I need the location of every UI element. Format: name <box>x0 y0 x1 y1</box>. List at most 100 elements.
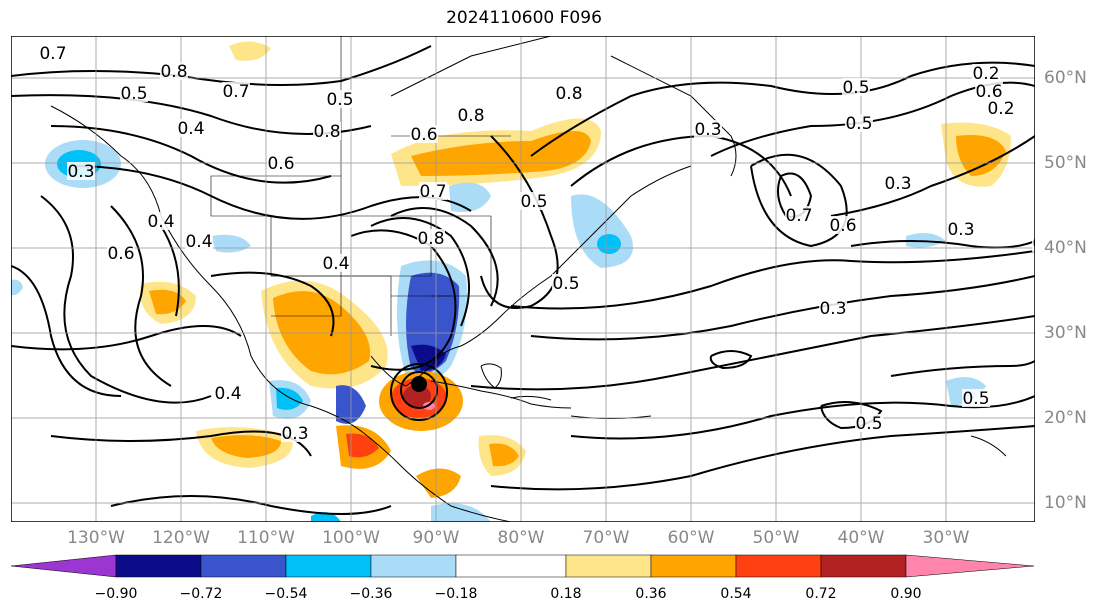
colorbar-segment <box>11 554 117 578</box>
contour-label: 0.2 <box>972 64 999 84</box>
contour-label: 0.7 <box>785 206 812 226</box>
contour-label: 0.3 <box>819 299 846 319</box>
contour-label-bg <box>520 192 548 210</box>
contour-label: 0.8 <box>417 229 444 249</box>
contour-label-bg <box>855 414 883 432</box>
contour-label: 0.5 <box>326 90 353 110</box>
latitude-label: 60°N <box>1044 68 1087 88</box>
colorbar-segment <box>200 554 287 578</box>
contour-label-bg <box>417 229 445 247</box>
contour-label: 0.5 <box>845 114 872 134</box>
contour-label-bg <box>819 299 847 317</box>
colorbar-segment <box>370 554 457 578</box>
colorbar-tick-label: 0.18 <box>550 586 582 602</box>
contour-label-bg <box>552 274 580 292</box>
latitude-label: 10°N <box>1044 493 1087 513</box>
contour-label: 0.7 <box>39 44 66 64</box>
anomaly-shading <box>11 41 1011 522</box>
contour-label: 0.6 <box>267 154 294 174</box>
longitude-label: 30°W <box>922 528 970 548</box>
colorbar-segment <box>115 554 202 578</box>
contour-label: 0.3 <box>67 162 94 182</box>
contour-label: 0.2 <box>987 99 1014 119</box>
contour-label-bg <box>842 78 870 96</box>
contour-label: 0.6 <box>975 82 1002 102</box>
contour-label-bg <box>177 119 205 137</box>
contour-label: 0.4 <box>214 384 241 404</box>
contour-label-bg <box>419 182 447 200</box>
colorbar-segment <box>905 554 1035 578</box>
contour-label: 0.7 <box>419 182 446 202</box>
contour-label-bg <box>326 90 354 108</box>
contour-label-bg <box>313 122 341 140</box>
contour-label-bg <box>785 206 813 224</box>
colorbar-segment <box>455 554 567 578</box>
longitude-label: 110°W <box>237 528 295 548</box>
contour-label-bg <box>214 384 242 402</box>
contour-label-bg <box>962 389 990 407</box>
contour-label: 0.4 <box>185 232 212 252</box>
contour-label: 0.8 <box>313 122 340 142</box>
contour-label-bg <box>947 220 975 238</box>
contour-label: 0.5 <box>552 274 579 294</box>
contour-label-bg <box>972 64 1000 82</box>
latitude-label: 20°N <box>1044 408 1087 428</box>
contour-label-bg <box>987 99 1015 117</box>
longitude-label: 90°W <box>412 528 460 548</box>
colorbar-segment <box>820 554 907 578</box>
contour-label-bg <box>845 114 873 132</box>
longitude-label: 120°W <box>152 528 210 548</box>
colorbar-segment <box>735 554 822 578</box>
contour-label: 0.8 <box>555 84 582 104</box>
contour-label: 0.6 <box>410 125 437 145</box>
colorbar-tick-label: −0.54 <box>264 586 308 602</box>
latitude-label: 30°N <box>1044 323 1087 343</box>
coastlines <box>50 36 1007 522</box>
colorbar-tick-label: 0.36 <box>635 586 667 602</box>
contour-label-bg <box>222 82 250 100</box>
contour-label-layer: 0.7 0.8 0.5 0.7 0.5 0.4 0.8 0.6 0.8 0.8 0.3 0.5 0.5 0… <box>39 44 1035 444</box>
forecast-map: 0.7 0.8 0.5 0.7 0.5 0.4 0.8 0.6 0.8 0.8 0.3 0.5 0.5 0… <box>11 36 1035 522</box>
contour-label-bg <box>975 82 1003 100</box>
contour-label-bg <box>120 84 148 102</box>
contour-label: 0.3 <box>694 120 721 140</box>
longitude-label: 40°W <box>837 528 885 548</box>
contour-label: 0.5 <box>520 192 547 212</box>
longitude-label: 80°W <box>497 528 545 548</box>
contour-label: 0.3 <box>884 174 911 194</box>
contour-label: 0.8 <box>457 106 484 126</box>
contour-label: 0.5 <box>1032 234 1035 254</box>
colorbar-tick-label: 0.90 <box>890 586 922 602</box>
contour-label-bg <box>267 154 295 172</box>
contour-label-bg <box>147 212 175 230</box>
contour-label-bg <box>1032 234 1035 252</box>
contour-label: 0.7 <box>222 82 249 102</box>
contour-label-bg <box>39 44 67 62</box>
lat-lon-grid <box>11 36 1035 522</box>
colorbar-tick-label: 0.54 <box>720 586 752 602</box>
contour-lines <box>11 45 1035 515</box>
contour-label: 0.6 <box>107 244 134 264</box>
colorbar-segment <box>565 554 652 578</box>
longitude-label: 130°W <box>67 528 125 548</box>
longitude-label: 100°W <box>322 528 380 548</box>
contour-label-bg <box>185 232 213 250</box>
colorbar-tick-label: −0.36 <box>349 586 393 602</box>
contour-label: 0.4 <box>322 254 349 274</box>
colorbar-tick-label: −0.90 <box>94 586 138 602</box>
contour-label-bg <box>694 120 722 138</box>
contour-label: 0.8 <box>160 62 187 82</box>
colorbar-tick-label: 0.72 <box>805 586 837 602</box>
contour-label: 0.5 <box>842 78 869 98</box>
colorbar-tick-label: −0.18 <box>434 586 478 602</box>
contour-label-bg <box>555 84 583 102</box>
contour-label-bg <box>281 424 309 442</box>
contour-label-bg <box>829 216 857 234</box>
contour-label-bg <box>67 162 95 180</box>
contour-label: 0.4 <box>177 119 204 139</box>
contour-label: 0.5 <box>855 414 882 434</box>
contour-label-bg <box>884 174 912 192</box>
contour-label-bg <box>410 125 438 143</box>
contour-label: 0.3 <box>281 424 308 444</box>
colorbar-tick-label: −0.72 <box>179 586 223 602</box>
